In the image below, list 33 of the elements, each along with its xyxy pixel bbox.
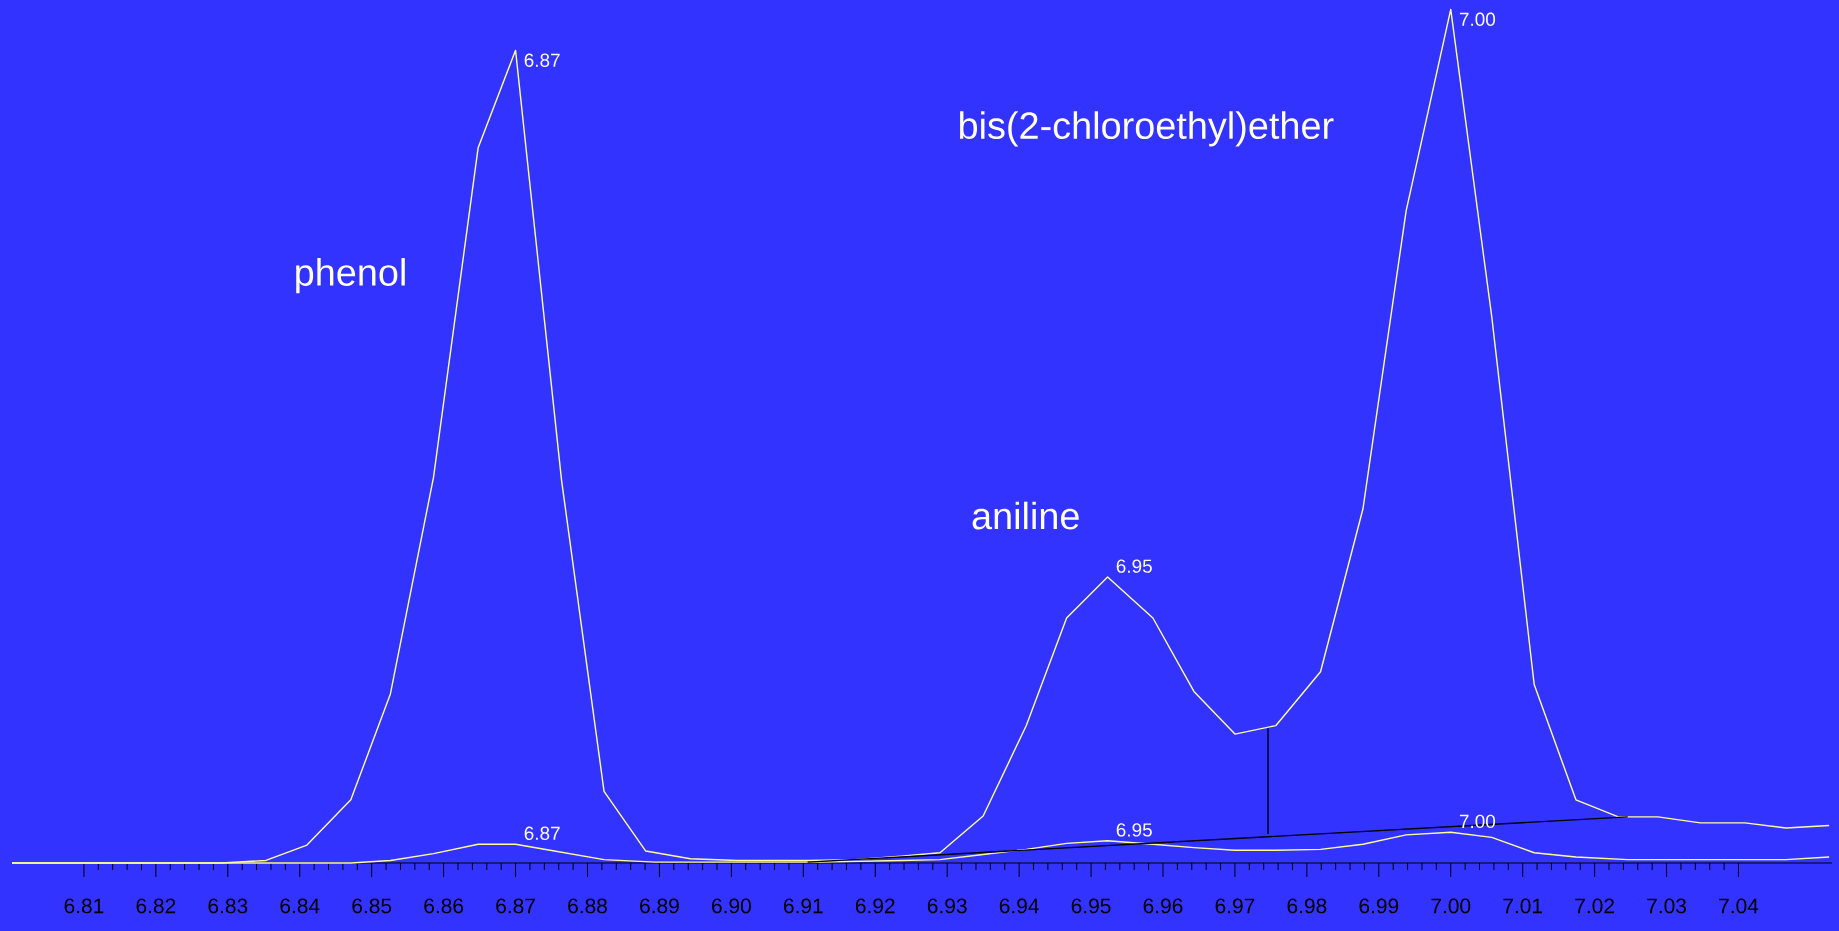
annotation: aniline [972, 501, 1079, 530]
annotation: 7.00 [1459, 12, 1496, 26]
annotation: phenol [296, 258, 405, 294]
x-tick-label: 6.94 [999, 898, 1039, 914]
annotation: 6.87 [524, 826, 560, 841]
x-tick-label: 6.98 [1287, 898, 1327, 914]
x-tick-label: 6.89 [640, 898, 679, 914]
annotation: 6.95 [1116, 559, 1152, 573]
x-tick-label: 6.81 [64, 898, 104, 914]
x-tick-label: 6.96 [1143, 898, 1183, 914]
x-tick-label: 6.84 [280, 898, 320, 914]
x-tick-label: 6.92 [855, 898, 895, 914]
x-tick-label: 7.02 [1575, 898, 1614, 914]
x-tick-label: 6.93 [927, 898, 967, 914]
x-tick-label: 7.01 [1503, 898, 1543, 914]
x-tick-label: 6.85 [352, 898, 392, 914]
x-tick-label: 6.82 [136, 898, 176, 914]
x-tick-label: 6.91 [784, 898, 823, 914]
x-tick-label: 6.83 [208, 898, 248, 914]
x-tick-label: 6.90 [712, 898, 751, 914]
x-tick-label: 6.99 [1359, 898, 1399, 914]
annotation: 6.95 [1116, 823, 1152, 837]
x-tick-label: 6.88 [568, 898, 607, 914]
x-tick-label: 6.86 [424, 898, 464, 914]
x-tick-label: 7.00 [1431, 898, 1471, 914]
annotation: bis(2-chloroethyl)ether [959, 111, 1334, 147]
x-tick-label: 7.04 [1719, 898, 1759, 914]
x-tick-label: 6.95 [1071, 898, 1111, 914]
x-tick-label: 6.97 [1215, 898, 1255, 914]
annotation: 7.00 [1459, 814, 1496, 829]
x-tick-label: 6.87 [496, 898, 535, 914]
x-tick-label: 7.03 [1647, 898, 1686, 914]
annotation: 6.87 [524, 53, 560, 67]
